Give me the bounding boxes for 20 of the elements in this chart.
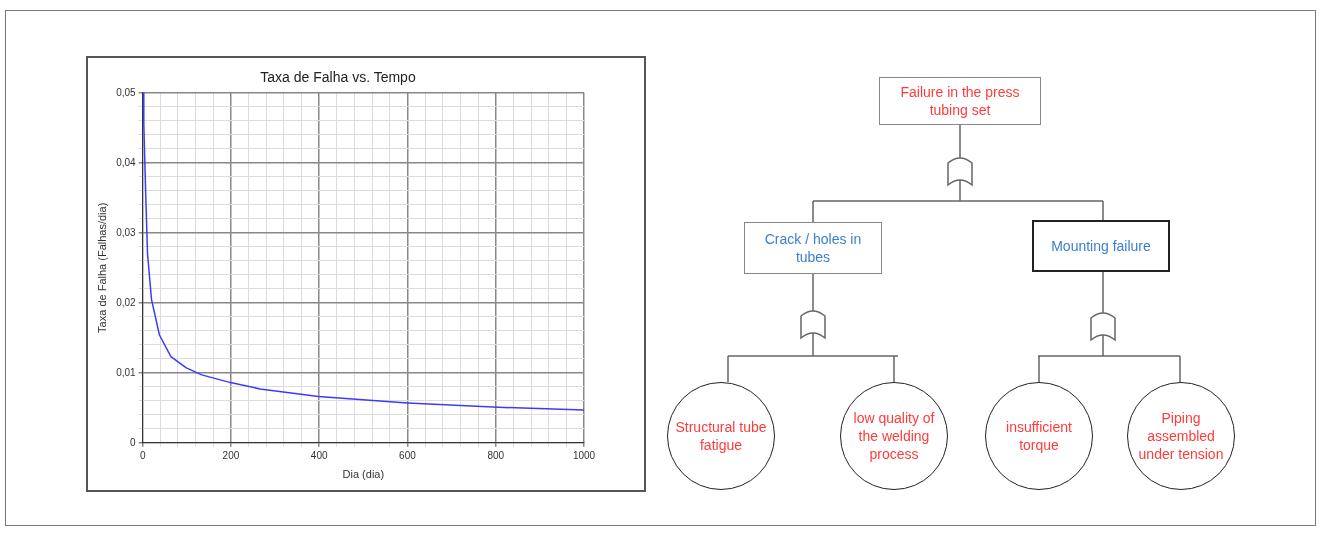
text: Failure in the press tubing set (879, 77, 1041, 125)
text: insufficient torque (985, 382, 1093, 490)
y-tick-label: 0,04 (116, 156, 137, 168)
text: Structural tube fatigue (667, 382, 775, 490)
y-tick-label: 0,03 (116, 226, 137, 238)
x-tick-label: 600 (399, 449, 417, 461)
x-tick-label: 400 (310, 449, 328, 461)
x-axis-title: Dia (dia) (342, 468, 385, 481)
y-tick-label: 0,02 (116, 296, 137, 308)
text: Piping assembled under tension (1127, 382, 1235, 490)
y-tick-label: 0,05 (116, 86, 137, 98)
y-tick-label: 0,01 (116, 366, 137, 378)
x-tick-label: 1000 (572, 449, 596, 461)
text: low quality of the welding process (840, 382, 948, 490)
y-axis-title: Taxa de Falha (Falhas/dia) (95, 202, 108, 333)
chart-title: Taxa de Falha vs. Tempo (260, 69, 416, 86)
x-tick-label: 0 (139, 449, 146, 461)
y-tick-label: 0 (130, 436, 137, 448)
x-tick-label: 800 (487, 449, 505, 461)
x-tick-label: 200 (222, 449, 240, 461)
